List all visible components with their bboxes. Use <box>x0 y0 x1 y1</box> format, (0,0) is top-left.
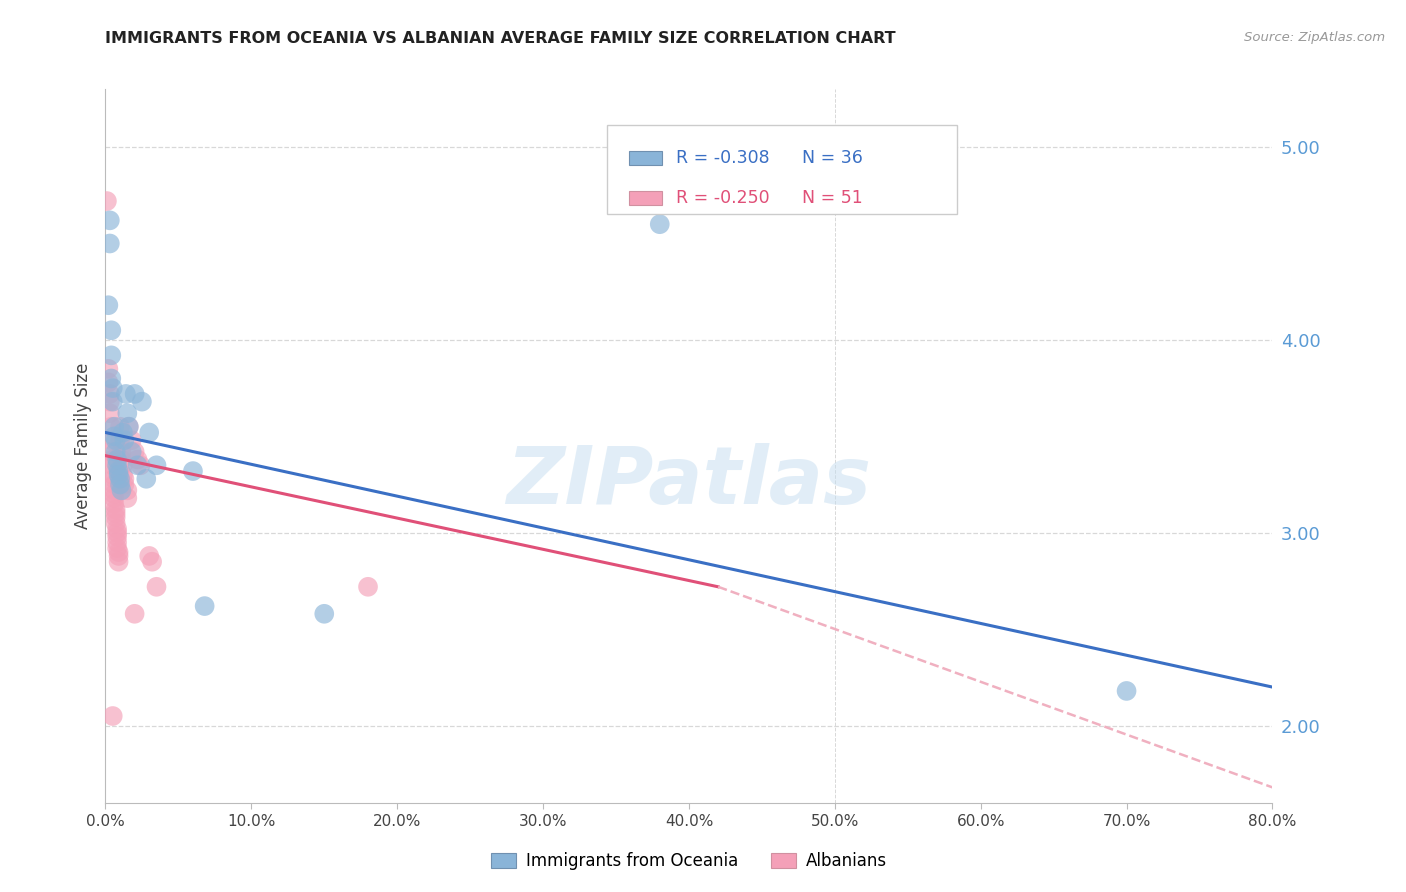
Point <box>100 371 122 385</box>
Point <box>105 530 128 544</box>
Point <box>103 497 125 511</box>
Point <box>100 434 122 448</box>
Point <box>108 472 131 486</box>
Point <box>104 444 127 458</box>
Text: N = 36: N = 36 <box>803 150 863 168</box>
Point <box>135 472 157 486</box>
Point <box>127 452 149 467</box>
Point <box>101 381 124 395</box>
Point <box>96 194 118 208</box>
Point <box>112 434 135 448</box>
Point <box>117 491 139 505</box>
Text: Source: ZipAtlas.com: Source: ZipAtlas.com <box>1244 31 1385 45</box>
Point <box>105 541 128 556</box>
Bar <box>630 152 662 165</box>
Point <box>138 425 160 440</box>
Y-axis label: Average Family Size: Average Family Size <box>73 363 91 529</box>
Point <box>357 580 380 594</box>
Point <box>1115 684 1137 698</box>
Point <box>107 555 129 569</box>
Point <box>121 444 143 458</box>
Point <box>117 406 139 420</box>
Point <box>111 425 134 440</box>
Point <box>104 516 127 530</box>
Point <box>105 458 128 473</box>
Text: ZIPatlas: ZIPatlas <box>506 442 872 521</box>
Point <box>118 419 141 434</box>
Point <box>110 452 132 467</box>
Point <box>112 477 135 491</box>
Text: N = 51: N = 51 <box>803 189 863 207</box>
Point <box>121 434 143 448</box>
Point <box>108 477 131 491</box>
Point <box>98 394 121 409</box>
Point <box>194 599 217 613</box>
Point <box>98 406 121 420</box>
Text: IMMIGRANTS FROM OCEANIA VS ALBANIAN AVERAGE FAMILY SIZE CORRELATION CHART: IMMIGRANTS FROM OCEANIA VS ALBANIAN AVER… <box>105 31 896 46</box>
Point <box>104 434 127 448</box>
Point <box>100 419 122 434</box>
Point <box>115 387 138 401</box>
Point <box>124 444 146 458</box>
Point <box>103 491 125 505</box>
Point <box>100 348 122 362</box>
Point <box>101 458 124 473</box>
Bar <box>630 191 662 204</box>
Point <box>101 467 124 482</box>
Legend: Immigrants from Oceania, Albanians: Immigrants from Oceania, Albanians <box>484 846 894 877</box>
Point <box>127 458 149 473</box>
Point <box>108 434 131 448</box>
Point <box>112 472 135 486</box>
Point <box>98 213 121 227</box>
Point <box>124 387 146 401</box>
Point <box>103 472 125 486</box>
Point <box>117 483 139 498</box>
Point <box>104 502 127 516</box>
Point <box>104 507 127 521</box>
Point <box>101 709 124 723</box>
Point <box>98 236 121 251</box>
Point <box>138 549 160 563</box>
Point <box>103 477 125 491</box>
Point <box>110 483 132 498</box>
Text: R = -0.308: R = -0.308 <box>676 150 769 168</box>
Point <box>103 419 125 434</box>
Point <box>98 387 121 401</box>
Point <box>141 555 163 569</box>
Point <box>104 510 127 524</box>
Point <box>103 487 125 501</box>
Point <box>97 362 120 376</box>
Point <box>131 394 153 409</box>
Point <box>105 535 128 549</box>
Point <box>100 444 122 458</box>
Point <box>97 298 120 312</box>
Point <box>108 419 131 434</box>
Point <box>111 458 134 473</box>
Point <box>648 217 671 231</box>
Point <box>105 452 128 467</box>
Point <box>118 419 141 434</box>
FancyBboxPatch shape <box>607 125 957 214</box>
Point <box>107 549 129 563</box>
Point <box>145 458 167 473</box>
Point <box>101 394 124 409</box>
Point <box>124 607 146 621</box>
Point <box>103 429 125 443</box>
Point <box>107 545 129 559</box>
Point <box>100 323 122 337</box>
Point <box>103 483 125 498</box>
Text: R = -0.250: R = -0.250 <box>676 189 769 207</box>
Point <box>145 580 167 594</box>
Point <box>181 464 204 478</box>
Point <box>107 467 129 482</box>
Point <box>105 522 128 536</box>
Point <box>97 376 120 390</box>
Point <box>129 458 152 473</box>
Point <box>314 607 336 621</box>
Point <box>107 464 129 478</box>
Point <box>111 467 134 482</box>
Point <box>110 444 132 458</box>
Point <box>101 452 124 467</box>
Point <box>105 525 128 540</box>
